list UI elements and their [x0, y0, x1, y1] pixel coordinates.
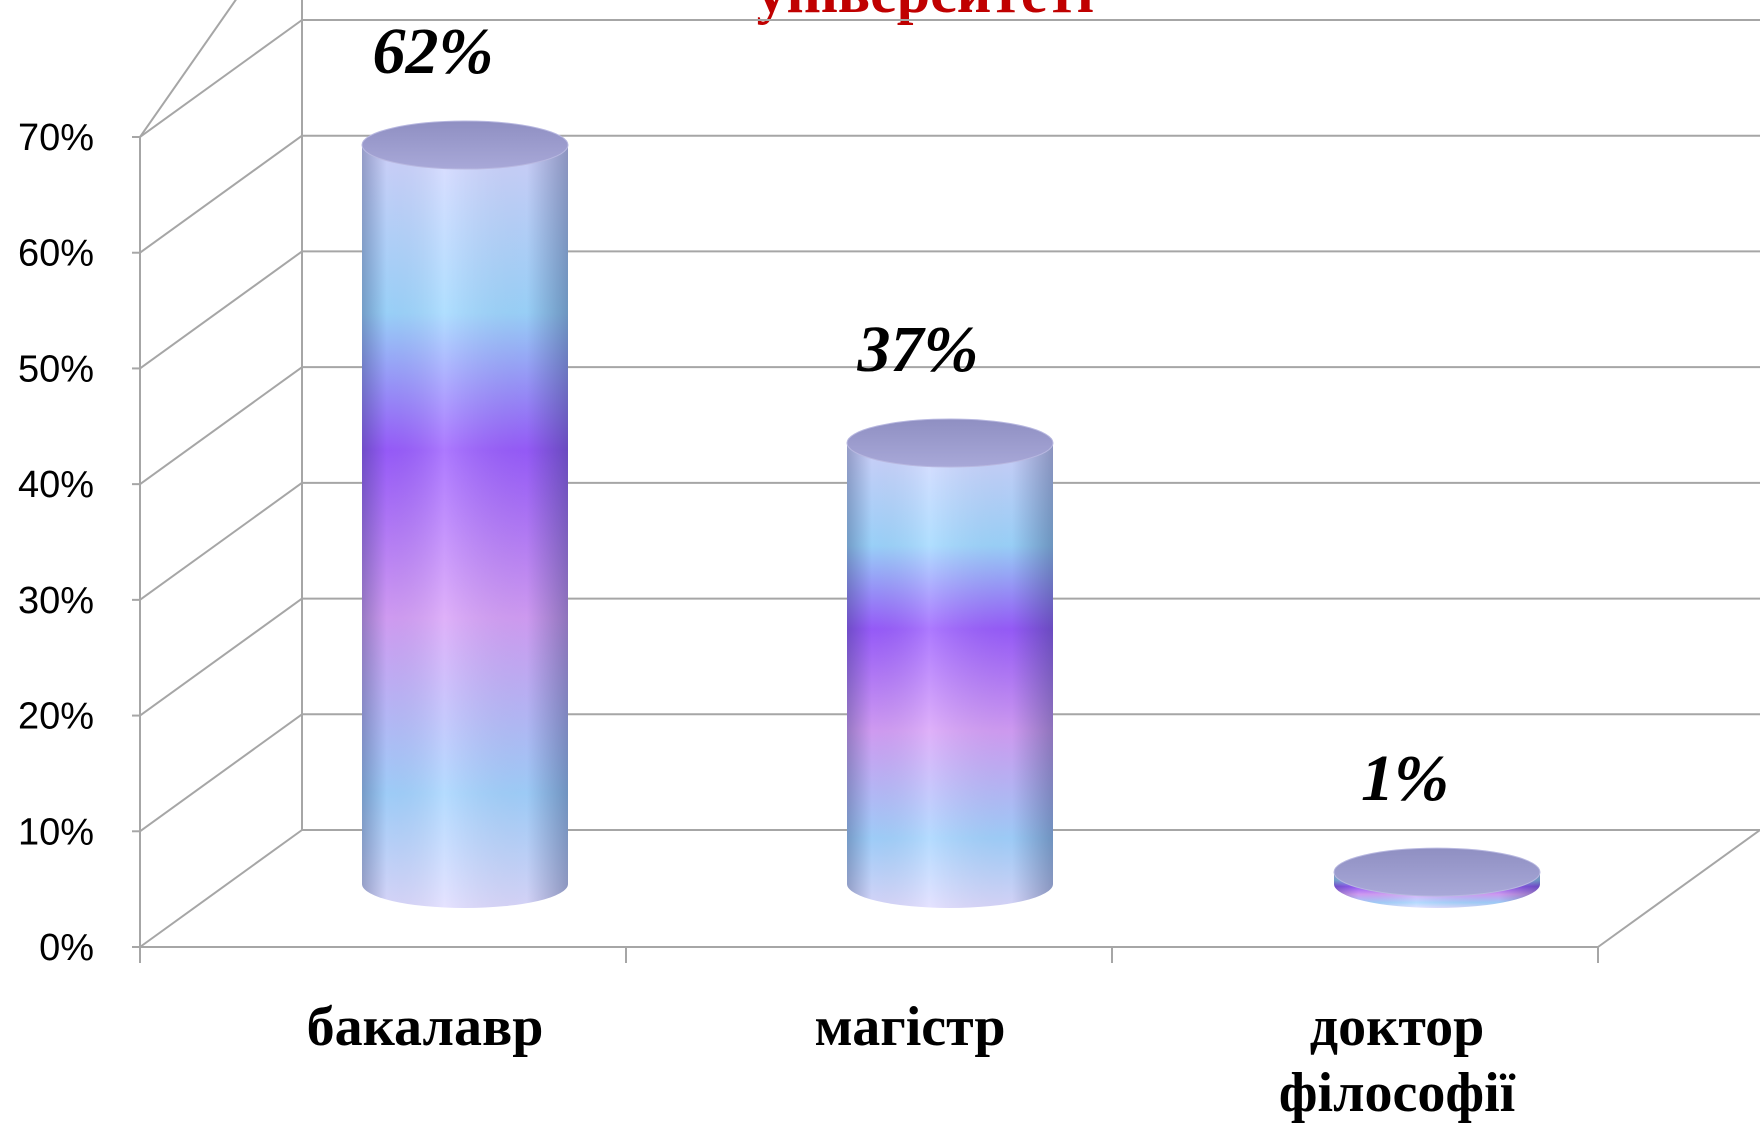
- bar-магістр: [846, 418, 1054, 908]
- bar-top: [361, 120, 569, 170]
- side-gridline: [139, 250, 303, 370]
- y-tick-label: 20%: [18, 696, 94, 738]
- data-label: 1%: [1361, 742, 1449, 815]
- y-tick-label: 10%: [18, 811, 94, 853]
- side-gridline: [139, 134, 303, 254]
- side-gridline: [139, 0, 237, 138]
- floor-edge: [1597, 829, 1760, 948]
- y-tick-label: 30%: [18, 580, 94, 622]
- bar-shading: [1334, 872, 1540, 908]
- side-gridline: [139, 482, 303, 601]
- bar-доктор філософії: [1333, 847, 1541, 908]
- category-label-line: доктор: [1310, 996, 1485, 1058]
- data-labels: 62% 37% 1%: [373, 15, 1449, 815]
- bar-бакалавр: [361, 120, 569, 908]
- y-tick-label: 50%: [18, 348, 94, 390]
- bar-top: [1333, 847, 1541, 897]
- data-label: 62%: [373, 15, 494, 88]
- axes: [132, 136, 1599, 963]
- bar-top: [846, 418, 1054, 468]
- y-tick-label: 40%: [18, 464, 94, 506]
- side-gridline: [139, 713, 303, 833]
- category-label-line: магістр: [815, 996, 1006, 1058]
- side-gridline: [139, 19, 303, 138]
- category-label: доктор філософії: [1279, 996, 1516, 1124]
- side-gridline: [139, 829, 303, 948]
- category-label-line: філософії: [1279, 1062, 1516, 1124]
- side-gridline: [139, 597, 303, 717]
- category-label-line: бакалавр: [307, 996, 544, 1058]
- data-label: 37%: [857, 313, 979, 386]
- side-gridline: [139, 366, 303, 485]
- y-axis-tick-labels: 0% 10% 20% 30% 40% 50% 60% 70%: [18, 117, 94, 969]
- y-tick-label: 60%: [18, 233, 94, 275]
- y-tick-label: 70%: [18, 117, 94, 159]
- chart-title: університеті: [756, 0, 1093, 25]
- category-label: магістр: [815, 996, 1006, 1058]
- y-tick-label: 0%: [39, 927, 94, 969]
- bars: [361, 120, 1541, 908]
- category-label: бакалавр: [307, 996, 544, 1058]
- x-axis-category-labels: бакалавр магістр доктор філософії: [307, 996, 1516, 1124]
- bar-shading: [362, 145, 568, 908]
- bar-shading: [847, 443, 1053, 908]
